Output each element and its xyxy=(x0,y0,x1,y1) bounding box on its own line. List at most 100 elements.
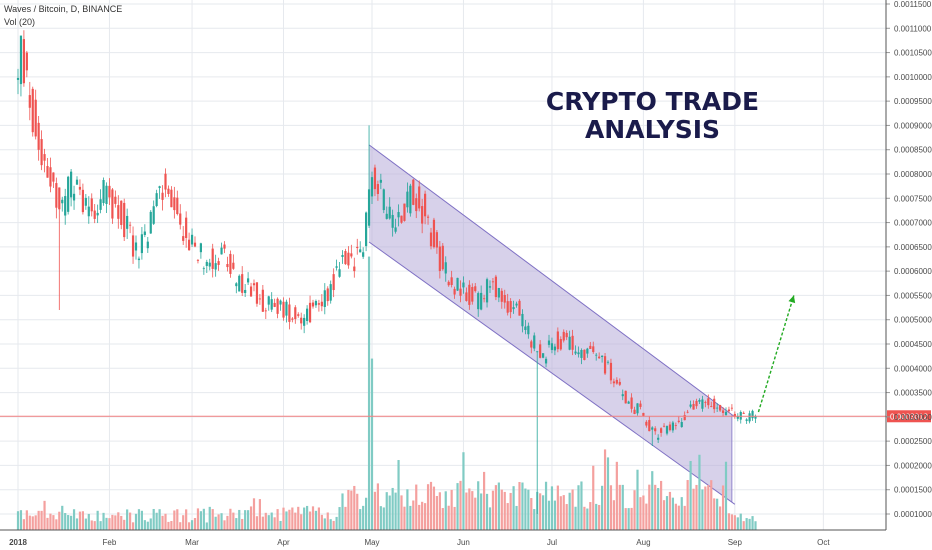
volume-bar xyxy=(108,518,111,530)
volume-bar xyxy=(267,515,270,530)
candle-body xyxy=(294,307,297,320)
candle-body xyxy=(126,215,129,229)
candle-body xyxy=(376,184,379,195)
volume-bar xyxy=(462,452,465,530)
candle-body xyxy=(323,290,326,307)
analysis-annotation: CRYPTO TRADE ANALYSIS xyxy=(535,88,770,144)
x-tick-label: Mar xyxy=(185,538,199,547)
volume-bar xyxy=(509,492,512,530)
candle-body xyxy=(686,411,689,413)
candle-body xyxy=(577,352,580,355)
volume-bar xyxy=(61,505,64,530)
candle-body xyxy=(93,210,96,219)
candle-body xyxy=(111,189,114,219)
candle-body xyxy=(606,361,610,363)
candle-body xyxy=(621,394,624,397)
volume-bar xyxy=(547,500,551,530)
candle-body xyxy=(444,262,447,274)
x-tick-label: Feb xyxy=(103,538,117,547)
volume-bar xyxy=(217,514,220,530)
volume-bar xyxy=(648,484,651,530)
candle-body xyxy=(75,179,79,185)
y-tick-label: 0.0011500 xyxy=(894,0,932,9)
candle-body xyxy=(223,244,226,249)
volume-bar xyxy=(129,512,132,530)
candle-body xyxy=(188,239,191,251)
volume-bar xyxy=(477,481,480,530)
candle-body xyxy=(350,253,353,257)
y-tick-label: 0.0009500 xyxy=(894,97,932,106)
candle-body xyxy=(22,39,25,84)
candle-body xyxy=(28,95,31,108)
candle-body xyxy=(624,390,627,404)
volume-bar xyxy=(713,498,716,530)
volume-bar xyxy=(297,506,300,530)
candle-body xyxy=(651,427,654,430)
candle-body xyxy=(297,314,300,316)
candle-body xyxy=(143,231,146,235)
candle-body xyxy=(603,356,607,374)
candle-body xyxy=(235,283,238,287)
candle-body xyxy=(49,167,52,187)
candle-body xyxy=(199,243,202,253)
candle-body xyxy=(131,235,135,257)
candle-body xyxy=(662,425,666,427)
volume-bar xyxy=(397,460,400,530)
volume-bar xyxy=(453,506,456,530)
candle-body xyxy=(415,198,418,212)
current-price-badge xyxy=(887,410,931,423)
volume-bar xyxy=(31,516,34,530)
candle-body xyxy=(710,406,713,407)
volume-bar xyxy=(559,496,562,530)
volume-bar xyxy=(583,506,586,530)
volume-bar xyxy=(117,512,120,530)
candle-body xyxy=(509,301,512,313)
projection-arrow-head xyxy=(788,295,796,304)
candle-body xyxy=(320,301,323,307)
candle-body xyxy=(533,335,536,349)
candle-body xyxy=(692,403,695,410)
overlays: 0.0003012 xyxy=(0,295,931,423)
volume-indicator-label: Vol (20) xyxy=(4,17,36,27)
y-tick-label: 0.0010000 xyxy=(894,73,932,82)
y-tick-label: 0.0005000 xyxy=(894,316,932,325)
y-tick-label: 0.0006500 xyxy=(894,243,932,252)
volume-bar xyxy=(382,507,385,530)
candle-body xyxy=(329,284,332,301)
volume-bar xyxy=(577,485,580,530)
candle-body xyxy=(167,188,170,195)
candle-body xyxy=(170,189,173,208)
candle-body xyxy=(713,398,716,410)
volume-bar xyxy=(155,512,158,530)
candle-body xyxy=(134,242,138,251)
candle-body xyxy=(220,247,223,255)
candle-body xyxy=(158,186,161,189)
candle-body xyxy=(683,415,686,421)
candle-body xyxy=(179,213,182,225)
candle-body xyxy=(40,139,43,166)
candle-body xyxy=(64,196,67,216)
volume-bar xyxy=(432,486,436,530)
candle-body xyxy=(742,412,745,414)
candle-body xyxy=(435,232,438,248)
volume-bar xyxy=(542,495,545,530)
volume-bar xyxy=(285,511,288,530)
candle-body xyxy=(129,224,132,226)
volume-bar xyxy=(630,507,633,530)
y-tick-label: 0.0003500 xyxy=(894,389,932,398)
candle-body xyxy=(347,252,350,266)
volume-bar xyxy=(615,461,618,530)
candle-body xyxy=(721,410,725,413)
volume-bar xyxy=(671,497,674,530)
volume-bar xyxy=(43,500,46,530)
volume-bar xyxy=(406,489,409,530)
candle-body xyxy=(701,399,704,409)
candle-body xyxy=(429,232,433,247)
volume-bar xyxy=(241,518,244,530)
candle-body xyxy=(120,200,123,225)
candle-body xyxy=(81,189,84,213)
volume-bar xyxy=(140,510,143,530)
candle-body xyxy=(668,424,672,431)
candle-body xyxy=(96,212,99,216)
candle-body xyxy=(583,349,586,360)
